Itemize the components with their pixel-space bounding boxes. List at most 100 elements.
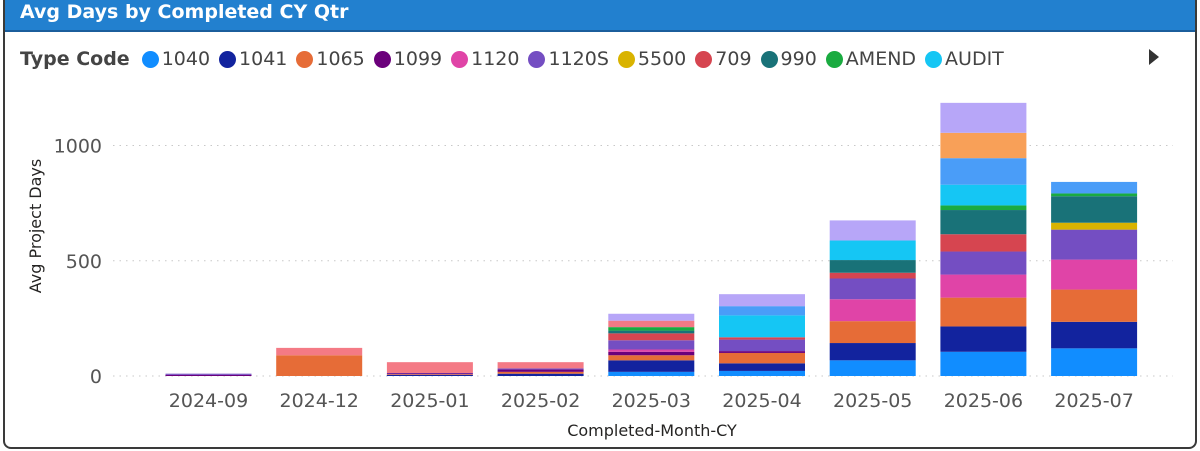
legend-label: AUDIT bbox=[945, 48, 1004, 70]
bar-segment bbox=[829, 240, 916, 261]
bar-segment bbox=[608, 313, 695, 321]
bar-segment bbox=[608, 351, 695, 356]
bar-segment bbox=[1051, 229, 1138, 260]
legend-item-audit[interactable]: AUDIT bbox=[925, 48, 1004, 70]
bar-segment bbox=[386, 374, 473, 376]
legend-item-5500[interactable]: 5500 bbox=[617, 48, 687, 70]
y-tick-label: 1000 bbox=[54, 136, 102, 158]
legend-item-amend[interactable]: AMEND bbox=[825, 48, 916, 70]
legend-dot bbox=[219, 50, 237, 68]
x-tick-label: 2025-02 bbox=[501, 390, 580, 412]
y-axis-title: Avg Project Days bbox=[26, 159, 45, 293]
legend-label: 1041 bbox=[239, 48, 288, 70]
bar-segment bbox=[940, 297, 1027, 327]
bar-segment bbox=[719, 294, 805, 307]
x-tick-label: 2025-06 bbox=[944, 390, 1023, 412]
bar-segment bbox=[829, 272, 916, 279]
bar-segment bbox=[719, 315, 805, 338]
legend-item-990[interactable]: 990 bbox=[760, 48, 817, 70]
bar-segment bbox=[497, 368, 584, 370]
bar-segment bbox=[940, 351, 1027, 376]
bar-segment bbox=[608, 320, 695, 328]
legend-item-1099[interactable]: 1099 bbox=[373, 48, 443, 70]
bar-segment bbox=[829, 360, 916, 376]
bar-segment bbox=[386, 362, 473, 374]
legend-label: 1099 bbox=[393, 48, 443, 70]
bar-segment bbox=[829, 260, 916, 273]
bar-segment bbox=[608, 330, 695, 334]
bar-segment bbox=[608, 340, 695, 350]
bar-segment bbox=[829, 278, 916, 300]
bar-segment bbox=[829, 343, 916, 361]
legend-dot bbox=[141, 50, 159, 68]
bar-segment bbox=[940, 251, 1027, 275]
x-tick-label: 2025-07 bbox=[1054, 390, 1133, 412]
legend-label: 1120S bbox=[548, 48, 609, 70]
x-tick-label: 2025-03 bbox=[612, 390, 691, 412]
title-bar: Avg Days by Completed CY Qtr bbox=[5, 0, 1195, 32]
legend-dot bbox=[451, 50, 469, 68]
bar-segment bbox=[1051, 193, 1138, 197]
legend-label: 1065 bbox=[316, 48, 365, 70]
x-tick-label: 2025-04 bbox=[722, 390, 801, 412]
bar-segment bbox=[608, 327, 695, 331]
legend-item-1040[interactable]: 1040 bbox=[141, 48, 211, 70]
bar-segment bbox=[940, 234, 1027, 252]
y-tick-label: 0 bbox=[90, 366, 102, 388]
bar-segment bbox=[608, 371, 695, 376]
legend-next-arrow-icon[interactable] bbox=[1149, 49, 1159, 65]
chart-title: Avg Days by Completed CY Qtr bbox=[20, 1, 349, 23]
bar-segment bbox=[386, 374, 473, 375]
legend-label: 1040 bbox=[161, 48, 211, 70]
bar-segment bbox=[386, 373, 473, 374]
bar-segment bbox=[1051, 222, 1138, 230]
legend: Type Code 1040 1041 1065 1099 1120 1120S… bbox=[20, 44, 1155, 74]
legend-dot bbox=[825, 50, 843, 68]
bar-segment bbox=[1051, 259, 1138, 290]
legend-dot bbox=[296, 50, 314, 68]
bar-segment bbox=[719, 306, 805, 316]
bar-segment bbox=[497, 373, 584, 376]
legend-label: 5500 bbox=[637, 48, 687, 70]
x-axis-title: Completed-Month-CY bbox=[567, 421, 737, 440]
bar-segment bbox=[719, 370, 805, 376]
bar-segment bbox=[940, 158, 1027, 185]
bar-segment bbox=[829, 321, 916, 344]
legend-item-1041[interactable]: 1041 bbox=[219, 48, 287, 70]
bar-segment bbox=[940, 326, 1027, 352]
bar-segment bbox=[276, 355, 363, 376]
bar-segment bbox=[276, 347, 363, 356]
bar-segment bbox=[719, 337, 805, 340]
y-tick-label: 500 bbox=[66, 251, 102, 273]
legend-item-1120s[interactable]: 1120S bbox=[528, 48, 609, 70]
bar-segment bbox=[719, 352, 805, 364]
bar-segment bbox=[719, 351, 805, 353]
bar-segment bbox=[1051, 181, 1138, 194]
legend-dot bbox=[373, 50, 391, 68]
bar-segment bbox=[497, 371, 584, 374]
bar-segment bbox=[940, 184, 1027, 206]
x-tick-label: 2025-01 bbox=[390, 390, 469, 412]
bar-segment bbox=[829, 299, 916, 322]
legend-dot bbox=[760, 50, 778, 68]
legend-item-1065[interactable]: 1065 bbox=[296, 48, 365, 70]
legend-item-1120[interactable]: 1120 bbox=[451, 48, 519, 70]
bar-segment bbox=[165, 374, 252, 376]
legend-title: Type Code bbox=[20, 48, 130, 70]
bar-segment bbox=[608, 349, 695, 352]
bar-segment bbox=[940, 132, 1027, 159]
bar-segment bbox=[940, 102, 1027, 133]
bar-segment bbox=[608, 360, 695, 372]
x-tick-label: 2025-05 bbox=[833, 390, 912, 412]
bar-segment bbox=[1051, 289, 1138, 322]
bar-segment bbox=[1051, 321, 1138, 349]
legend-item-709[interactable]: 709 bbox=[695, 48, 752, 70]
legend-label: 1120 bbox=[471, 48, 520, 70]
bar-segment bbox=[497, 369, 584, 372]
chart-visual: Avg Days by Completed CY Qtr Type Code 1… bbox=[3, 0, 1197, 449]
bar-segment bbox=[940, 205, 1027, 211]
bar-segment bbox=[608, 355, 695, 361]
bar-segment bbox=[497, 362, 584, 369]
legend-label: 990 bbox=[780, 48, 817, 70]
bar-segment bbox=[608, 333, 695, 341]
